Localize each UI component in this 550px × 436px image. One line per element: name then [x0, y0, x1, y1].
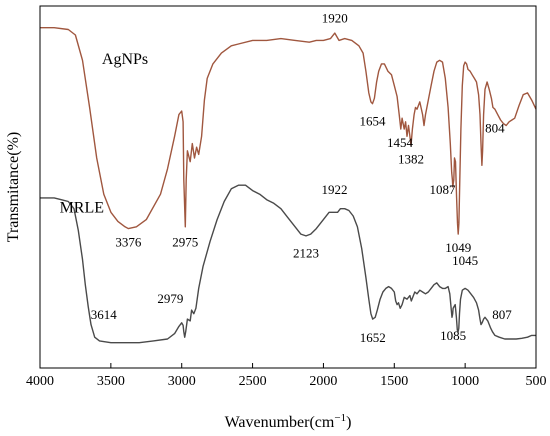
x-tick-label: 2000: [309, 374, 337, 389]
x-tick-label: 3500: [97, 374, 125, 389]
series-line-mrle: [40, 184, 536, 344]
x-axis-ticks: 4000 3500 3000 2500 2000 1500 1000 500: [26, 363, 547, 389]
peak-label: 2979: [157, 291, 183, 306]
x-tick-label: 1000: [451, 374, 479, 389]
peak-label: 804: [485, 121, 505, 136]
peak-label: 1049: [445, 240, 471, 255]
peak-label: 1654: [359, 113, 386, 128]
peak-label: 2123: [293, 246, 319, 261]
peak-label: 1920: [322, 10, 348, 25]
peak-label: 1045: [452, 253, 478, 268]
plot-frame: [39, 5, 537, 369]
series-layer: [40, 27, 537, 344]
peak-label: 1922: [321, 182, 347, 197]
series-label: MRLE: [60, 199, 104, 216]
series-label: AgNPs: [102, 51, 148, 68]
series-line-agnps: [40, 27, 537, 235]
peak-label: 1382: [398, 151, 424, 166]
peak-label: 1454: [387, 135, 414, 150]
x-tick-label: 4000: [26, 374, 54, 389]
y-axis-title: Transmitance(%): [5, 132, 22, 243]
peak-label: 1087: [429, 182, 456, 197]
peak-label: 3614: [91, 307, 118, 322]
x-axis-title: Wavenumber(cm−1): [225, 412, 352, 431]
peak-label: 807: [492, 307, 512, 322]
peak-label: 3376: [115, 235, 142, 250]
peak-label: 2975: [172, 235, 198, 250]
x-tick-label: 1500: [380, 374, 408, 389]
peak-label: 1085: [440, 328, 466, 343]
x-tick-label: 500: [526, 374, 547, 389]
x-tick-label: 2500: [239, 374, 267, 389]
peak-label: 1652: [360, 330, 386, 345]
x-tick-label: 3000: [168, 374, 196, 389]
